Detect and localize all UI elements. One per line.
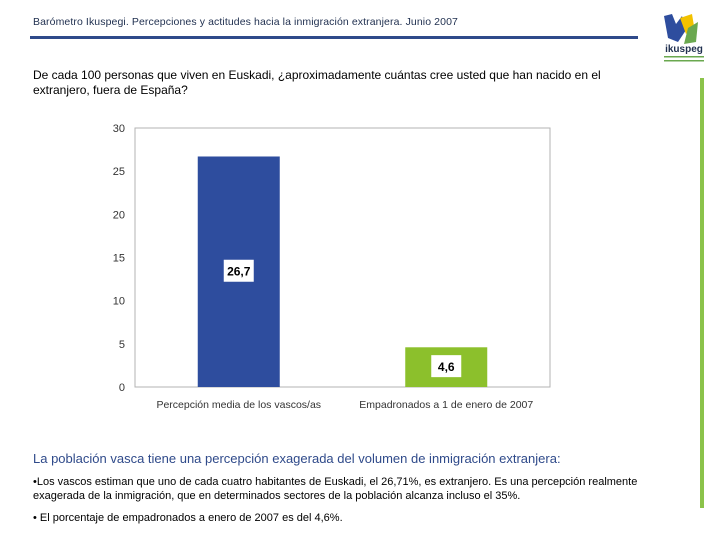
x-category-label: Empadronados a 1 de enero de 2007 — [359, 399, 533, 411]
y-tick-label: 25 — [113, 166, 125, 178]
y-tick-label: 30 — [113, 123, 125, 135]
y-tick-label: 10 — [113, 296, 125, 308]
logo-subline-2 — [664, 60, 704, 62]
y-tick-label: 20 — [113, 209, 125, 221]
bar-chart: 0 5 10 15 20 25 30 26,7 Percepción media de los … — [113, 123, 551, 411]
bullet-registered: • El porcentaje de empadronados a enero … — [33, 512, 343, 524]
y-tick-label: 0 — [119, 382, 125, 394]
ikuspegi-logo: ikuspeg — [664, 14, 704, 62]
data-label: 26,7 — [227, 265, 251, 279]
logo-mark-green — [684, 22, 698, 44]
logo-mark-blue — [664, 14, 686, 42]
plot-area-border — [134, 127, 551, 388]
right-accent-rule — [700, 78, 704, 508]
header-title: Barómetro Ikuspegi. Percepciones y actit… — [33, 16, 458, 28]
y-tick-label: 15 — [113, 253, 125, 265]
header-rule — [30, 36, 638, 39]
data-label-box — [431, 355, 462, 378]
bullet-estimate: •Los vascos estiman que uno de cada cuat… — [33, 476, 638, 502]
logo-text: ikuspeg — [665, 44, 703, 55]
x-category-label: Percepción media de los vascos/as — [156, 399, 321, 411]
y-tick-label: 5 — [119, 339, 125, 351]
data-label: 4,6 — [438, 360, 455, 374]
data-label-box — [223, 259, 254, 282]
logo-subline-1 — [664, 56, 704, 58]
conclusion-heading: La población vasca tiene una percepción … — [33, 451, 561, 466]
survey-question: De cada 100 personas que viven en Euskad… — [33, 68, 601, 97]
